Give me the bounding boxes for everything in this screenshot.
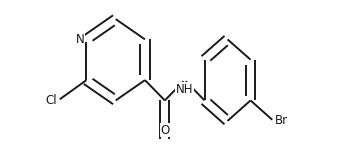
Text: O: O xyxy=(160,124,169,137)
Text: N: N xyxy=(76,33,85,46)
Text: Cl: Cl xyxy=(45,94,56,107)
Text: NH: NH xyxy=(176,83,193,96)
Text: Br: Br xyxy=(275,114,288,127)
